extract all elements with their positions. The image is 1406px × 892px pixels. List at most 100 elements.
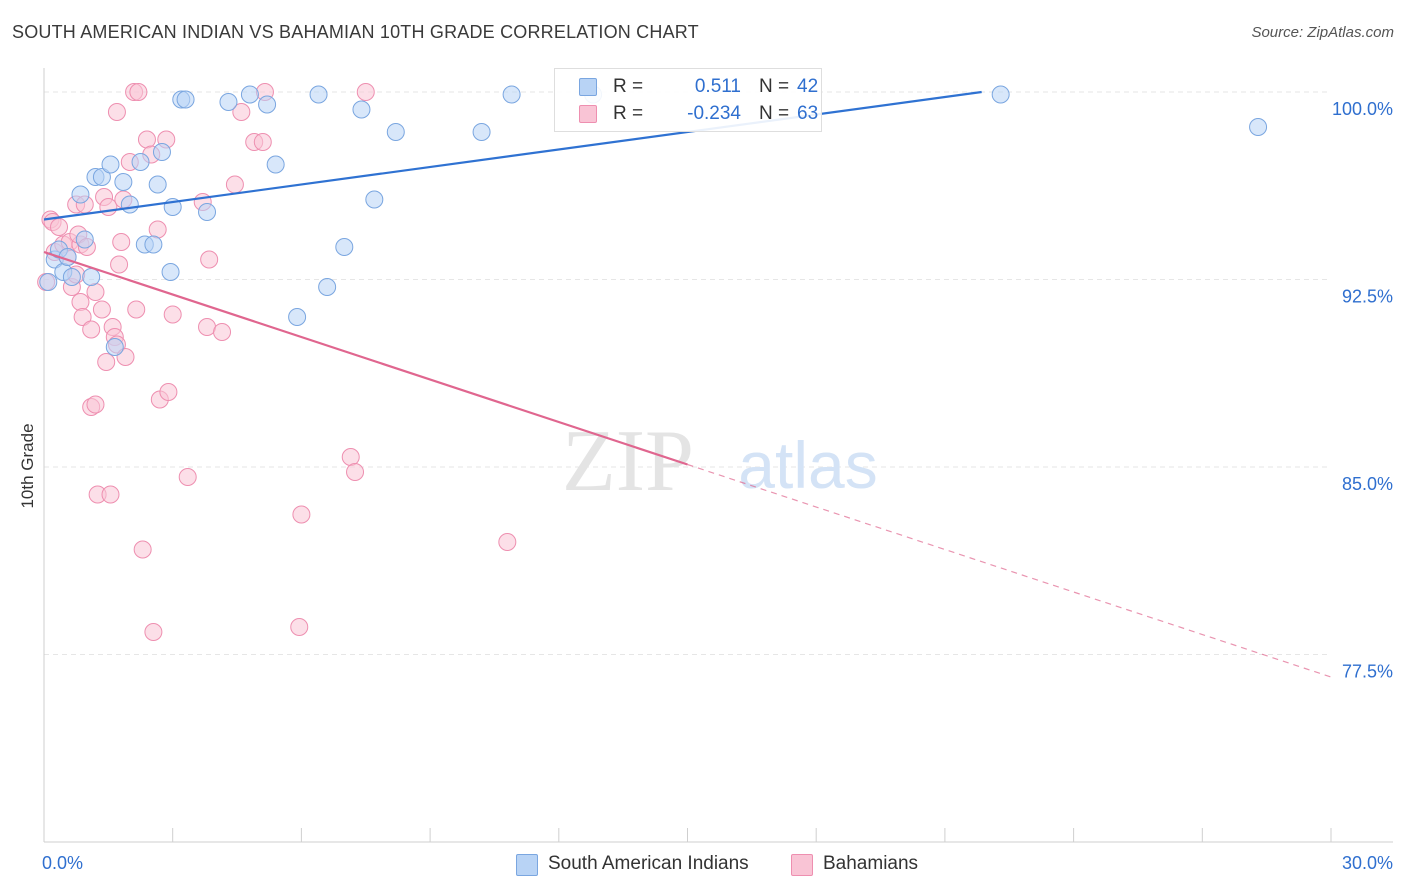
south-american-indians-point xyxy=(1249,118,1268,136)
bahamians-point xyxy=(101,485,120,504)
south-american-indians-point xyxy=(131,153,150,171)
bahamians-point xyxy=(498,533,517,551)
south-american-indians-point xyxy=(365,190,384,209)
series-legend-swatch-pink xyxy=(791,854,813,876)
south-american-indians-point xyxy=(502,85,521,104)
series-legend-label: South American Indians xyxy=(548,853,749,874)
chart-title: SOUTH AMERICAN INDIAN VS BAHAMIAN 10TH G… xyxy=(12,22,699,42)
correlation-legend: R = 0.511 N = 42 R = -0.234 N = 63 xyxy=(554,68,822,132)
south-american-indians-point xyxy=(309,85,328,104)
south-american-indians-point xyxy=(240,85,259,104)
south-american-indians-point xyxy=(92,168,111,186)
south-american-indians-point xyxy=(266,155,285,174)
tick-labels: 100.0% 92.5% 85.0% 77.5% 0.0% 30.0% xyxy=(42,99,1393,873)
legend-r-label: R = xyxy=(613,103,644,124)
bahamians-point xyxy=(346,463,365,481)
bahamians-point xyxy=(159,383,178,401)
south-american-indians-point xyxy=(176,90,195,109)
bahamians-point xyxy=(292,505,311,524)
y-tick-label: 100.0% xyxy=(1332,99,1393,119)
bahamians-point xyxy=(97,353,116,371)
y-tick-label: 92.5% xyxy=(1342,287,1393,307)
bahamians-point xyxy=(178,468,197,486)
bahamians-point xyxy=(127,300,146,319)
bahamians-point xyxy=(232,103,251,121)
bahamians-point xyxy=(356,83,375,101)
bahamians-point xyxy=(225,175,244,194)
chart-source: Source: ZipAtlas.com xyxy=(1251,24,1394,41)
bahamians-point xyxy=(137,130,156,149)
south-american-indians-point xyxy=(258,95,277,114)
south-american-indians-point xyxy=(101,155,120,174)
legend-r-value: 0.511 xyxy=(694,76,741,97)
watermark-atlas: atlas xyxy=(738,428,877,502)
south-american-indians-point xyxy=(82,268,101,286)
y-tick-label: 77.5% xyxy=(1342,662,1393,682)
bahamians-point xyxy=(200,250,219,269)
south-american-indians-point xyxy=(991,85,1010,104)
south-american-indians-point xyxy=(39,273,58,291)
watermark-zip: ZIP xyxy=(562,413,694,510)
series-legend-swatch-blue xyxy=(516,854,538,876)
south-american-indians-point xyxy=(114,173,133,191)
south-american-indians-point xyxy=(386,123,405,141)
legend-n-value: 63 xyxy=(797,103,819,124)
bahamians-point xyxy=(213,323,232,341)
south-american-indians-point xyxy=(318,278,337,296)
south-american-indians-point xyxy=(352,100,371,119)
south-american-indians-point xyxy=(120,195,139,214)
bahamians-point xyxy=(50,218,69,236)
south-american-indians-point xyxy=(161,263,180,281)
bahamians-point xyxy=(198,318,217,336)
bahamians-point xyxy=(107,103,126,121)
legend-n-value: 42 xyxy=(797,76,819,97)
south-american-indians-point xyxy=(219,93,238,111)
south-american-indians-point xyxy=(472,123,491,141)
bahamians-point xyxy=(86,283,105,301)
legend-r-value: -0.234 xyxy=(687,103,741,124)
south-american-indians-point xyxy=(71,185,90,204)
bahamians-point xyxy=(71,293,90,311)
south-american-indians-point xyxy=(148,175,167,194)
y-tick-label: 85.0% xyxy=(1342,474,1393,494)
bahamians-point xyxy=(82,320,101,339)
series-legend-label: Bahamians xyxy=(823,853,919,874)
bahamians-point xyxy=(92,300,111,319)
south-american-indians-point xyxy=(288,308,307,326)
south-american-indians-point xyxy=(198,203,217,221)
bahamians-trend-line xyxy=(43,250,688,466)
x-tick-label: 0.0% xyxy=(42,853,83,873)
south-american-indians-trend-line xyxy=(43,90,982,221)
axes xyxy=(43,68,1393,843)
bahamians-point xyxy=(110,255,129,274)
bahamians-point xyxy=(112,233,131,251)
bahamians-point xyxy=(163,305,182,324)
south-american-indians-points xyxy=(39,85,1268,356)
legend-swatch-pink xyxy=(579,105,597,123)
south-american-indians-point xyxy=(152,143,171,161)
bahamians-point xyxy=(129,83,148,101)
bahamians-point xyxy=(290,618,309,636)
bahamians-point xyxy=(148,220,167,239)
legend-n-label: N = xyxy=(759,76,790,97)
bahamians-point xyxy=(144,623,163,641)
south-american-indians-point xyxy=(144,235,163,254)
bahamians-point xyxy=(253,133,272,151)
legend-r-label: R = xyxy=(613,76,644,97)
bahamians-point xyxy=(86,395,105,414)
bahamians-trend-line-extension xyxy=(687,463,1332,678)
bahamians-point xyxy=(73,308,92,326)
trend-lines xyxy=(43,90,1332,678)
bahamians-point xyxy=(341,448,360,466)
bahamians-point xyxy=(133,540,152,559)
south-american-indians-point xyxy=(62,268,81,286)
x-tick-label: 30.0% xyxy=(1342,853,1393,873)
south-american-indians-point xyxy=(105,338,124,356)
south-american-indians-point xyxy=(75,230,94,249)
series-legend: South American Indians Bahamians xyxy=(0,852,1406,878)
south-american-indians-point xyxy=(335,238,354,256)
legend-n-label: N = xyxy=(759,103,790,124)
legend-swatch-blue xyxy=(579,78,597,96)
bahamians-point xyxy=(99,198,118,216)
